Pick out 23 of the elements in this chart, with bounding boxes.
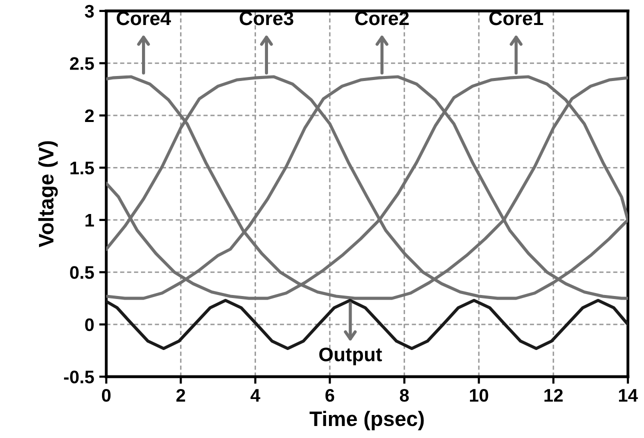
annotation: Core1 — [489, 11, 544, 26]
annotation: Core2 — [355, 11, 409, 26]
y-tick-label: 0 — [85, 318, 94, 332]
y-tick-label: -0.5 — [64, 370, 94, 384]
y-tick-label: 2.5 — [70, 57, 94, 70]
annotation: Core4 — [116, 11, 171, 26]
x-tick-label: 8 — [400, 388, 409, 402]
x-tick-label: 0 — [102, 388, 111, 402]
y-tick-label: 1 — [86, 214, 94, 226]
y-tick-label: 3 — [84, 4, 94, 18]
y-tick-label: 0.5 — [70, 266, 94, 279]
y-tick-label: 2 — [85, 109, 94, 122]
x-tick-label: 12 — [544, 388, 563, 402]
x-tick-label: 10 — [470, 388, 488, 402]
x-tick-label: 6 — [325, 388, 334, 402]
x-tick-label: 2 — [176, 388, 186, 402]
x-tick-label: 14 — [618, 389, 638, 402]
x-tick-label: 4 — [250, 389, 260, 402]
annotation: Core3 — [240, 11, 294, 26]
y-axis-title: Voltage (V) — [38, 141, 58, 248]
y-tick-label: 1.5 — [70, 162, 94, 174]
annotation: Output — [319, 348, 382, 366]
x-axis-title: Time (psec) — [310, 410, 424, 430]
